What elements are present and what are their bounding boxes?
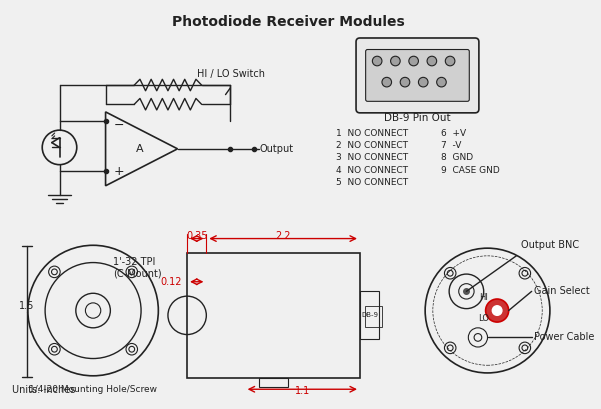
- Text: 2  NO CONNECT: 2 NO CONNECT: [336, 141, 408, 150]
- Text: 9  CASE GND: 9 CASE GND: [442, 166, 500, 175]
- Circle shape: [373, 56, 382, 66]
- Circle shape: [400, 77, 410, 87]
- Text: 1.1: 1.1: [294, 386, 310, 396]
- Bar: [365, 306, 382, 327]
- Circle shape: [445, 56, 455, 66]
- Circle shape: [391, 56, 400, 66]
- Bar: [360, 291, 379, 339]
- Text: 2.2: 2.2: [275, 231, 291, 240]
- Text: 3  NO CONNECT: 3 NO CONNECT: [336, 153, 408, 162]
- Circle shape: [382, 77, 392, 87]
- Text: 7  -V: 7 -V: [442, 141, 462, 150]
- Circle shape: [418, 77, 428, 87]
- Circle shape: [427, 56, 437, 66]
- FancyBboxPatch shape: [356, 38, 479, 113]
- Text: A: A: [136, 144, 144, 154]
- Text: LO: LO: [478, 314, 489, 323]
- Text: 0.12: 0.12: [161, 277, 182, 287]
- Bar: [259, 378, 288, 387]
- Circle shape: [437, 77, 447, 87]
- Text: Power Cable: Power Cable: [534, 333, 594, 342]
- Text: DB-9 Pin Out: DB-9 Pin Out: [384, 112, 451, 123]
- FancyBboxPatch shape: [365, 49, 469, 101]
- Text: HI: HI: [479, 292, 488, 301]
- Circle shape: [492, 306, 502, 315]
- Text: Photodiode Receiver Modules: Photodiode Receiver Modules: [171, 15, 404, 29]
- Text: 1/4-20 Mounting Hole/Screw: 1/4-20 Mounting Hole/Screw: [29, 385, 157, 394]
- Text: 6  +V: 6 +V: [442, 128, 466, 137]
- Text: 5  NO CONNECT: 5 NO CONNECT: [336, 178, 408, 187]
- Text: 1  NO CONNECT: 1 NO CONNECT: [336, 128, 408, 137]
- Text: 1'-32 TPI
(C-Mount): 1'-32 TPI (C-Mount): [113, 256, 162, 278]
- Text: 1.5: 1.5: [19, 301, 35, 311]
- Text: DB-9: DB-9: [361, 312, 378, 318]
- Text: +: +: [113, 165, 124, 178]
- Text: Gain Select: Gain Select: [534, 286, 590, 297]
- Text: Output: Output: [259, 144, 293, 154]
- Text: −: −: [113, 119, 124, 132]
- Text: 8  GND: 8 GND: [442, 153, 474, 162]
- Circle shape: [486, 299, 508, 322]
- Bar: [187, 253, 360, 378]
- Text: Units: Inches: Units: Inches: [11, 385, 75, 395]
- Text: HI / LO Switch: HI / LO Switch: [197, 68, 264, 79]
- Text: 4  NO CONNECT: 4 NO CONNECT: [336, 166, 408, 175]
- Circle shape: [409, 56, 418, 66]
- Text: Output BNC: Output BNC: [521, 240, 579, 250]
- Text: 0.35: 0.35: [186, 231, 207, 240]
